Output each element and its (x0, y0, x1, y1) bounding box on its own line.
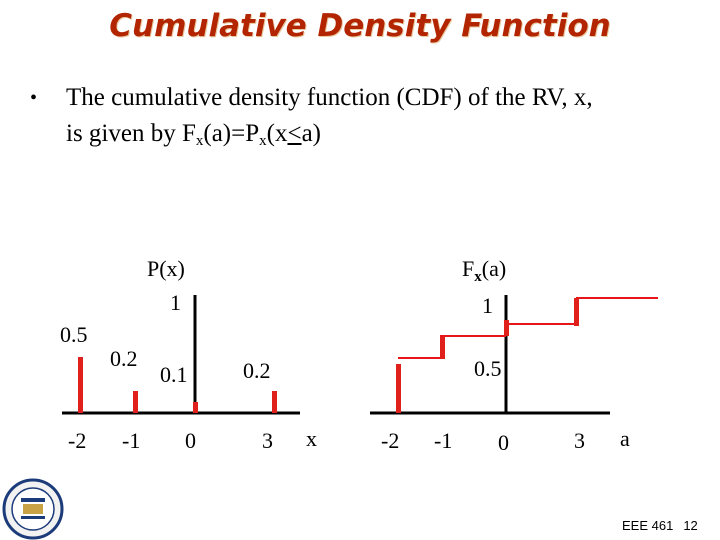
slide-footer: EEE 461 12 (622, 518, 698, 533)
pmf-stem-minus-1 (133, 391, 138, 413)
pmf-prob-minus-2: 0.5 (60, 322, 88, 347)
cdf-mid-label: 0.5 (474, 356, 502, 381)
leq-symbol: < (287, 120, 302, 147)
cdf-jump-0 (504, 320, 509, 336)
cdf-jump-minus-2 (396, 364, 401, 413)
pmf-stem-minus-2 (78, 357, 83, 413)
cdf-x-axis-label: a (620, 426, 630, 451)
cdf-y-label: Fx(a) (462, 256, 506, 285)
pmf-prob-0: 0.1 (160, 362, 188, 387)
paren-a: (a)=P (203, 120, 260, 147)
pmf-one-label: 1 (170, 290, 181, 315)
pmf-tick-0: 0 (185, 428, 196, 453)
slide-title: Cumulative Density Function (109, 8, 611, 44)
pmf-prob-minus-1: 0.2 (110, 346, 138, 371)
subscript-x-2: x (259, 133, 267, 149)
expr-close: a) (301, 120, 321, 147)
cdf-tick-minus-1: -1 (434, 428, 452, 453)
subscript-x-1: x (195, 133, 204, 149)
pmf-y-label: P(x) (147, 256, 185, 281)
expr-open: (x (266, 120, 288, 147)
pmf-x-axis-label: x (306, 426, 317, 451)
page-number: 12 (683, 518, 698, 533)
pmf-stem-3 (272, 391, 277, 413)
bullet-dot-icon: • (30, 87, 38, 109)
pmf-tick-minus-1: -1 (122, 428, 140, 453)
cdf-one-label: 1 (482, 293, 493, 318)
pmf-tick-minus-2: -2 (68, 428, 86, 453)
cdf-tick-3: 3 (574, 428, 585, 453)
bullet-definition: • The cumulative density function (CDF) … (30, 80, 690, 159)
bullet-line-1: The cumulative density function (CDF) of… (66, 84, 593, 111)
bullet-prefix: is given by F (66, 120, 196, 147)
course-code: EEE 461 (622, 518, 674, 533)
cdf-jump-minus-1 (440, 337, 445, 359)
cdf-tick-minus-2: -2 (381, 428, 399, 453)
bullet-line-2: is given by Fx(a)=Px(x<a) (66, 116, 690, 159)
cdf-tick-0: 0 (498, 430, 509, 455)
university-seal-icon (2, 478, 64, 540)
pmf-prob-3: 0.2 (243, 358, 271, 383)
pmf-tick-3: 3 (262, 428, 273, 453)
pmf-stem-0 (193, 402, 198, 413)
cdf-jump-3 (574, 298, 579, 326)
